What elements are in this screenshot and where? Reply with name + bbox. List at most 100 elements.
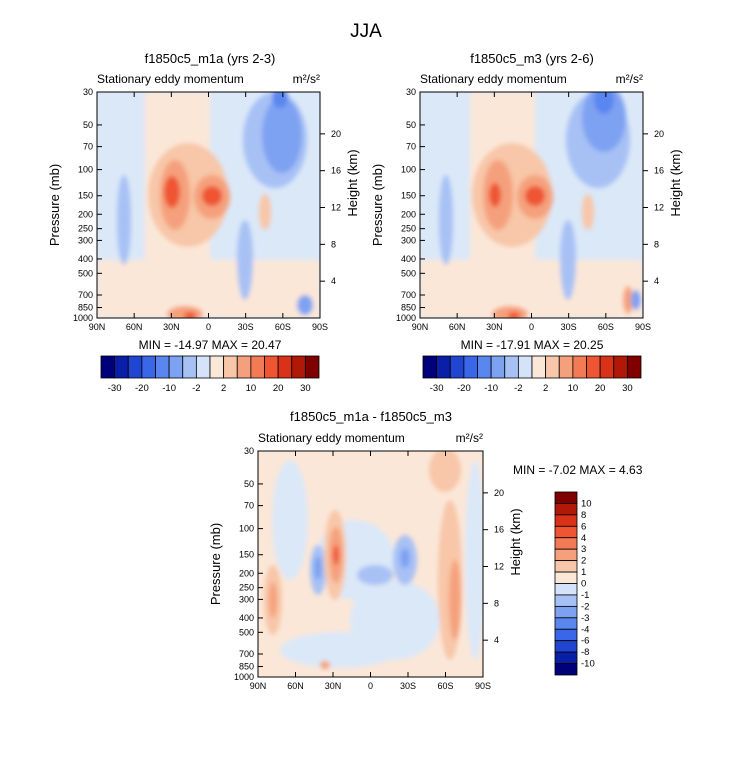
colorbar-box [127,355,143,379]
colorbar-box [114,355,129,379]
colorbar-label: -2 [514,383,522,394]
x-tick-label: 90N [412,322,429,332]
y-tick-label: 500 [78,268,93,278]
y-tick-label: 70 [244,501,254,511]
colorbar-box [545,355,560,379]
colorbar-label: -1 [581,590,589,601]
height-tick-label: 8 [331,239,336,249]
colorbar-box [449,355,465,379]
height-tick-label: 4 [654,276,659,286]
colorbar-label: -10 [484,383,498,394]
y-tick-label: 150 [78,191,93,201]
y-tick-label: 400 [401,254,416,264]
y-tick-label: 30 [244,446,254,456]
y-tick-label: 700 [239,649,254,659]
colorbar-box [155,355,170,379]
colorbar-label: -3 [581,613,589,624]
colorbar-box [554,548,578,562]
colorbar-label: 1 [581,567,586,578]
colorbar-box [554,525,578,539]
panel-3-axes: 90N 60N 30N 0 30S 60S 90S 30 50 70 100 150 200 250300… [208,446,523,691]
colorbar-box [477,355,492,379]
y-tick-label: 1000 [73,313,93,323]
panel-2-units: m²/s² [616,72,643,86]
colorbar-box [554,594,578,607]
y-tick-label: 200 [401,209,416,219]
colorbar-label: -10 [162,383,176,394]
y-tick-label: 100 [239,524,254,534]
y-axis-label: Pressure (mb) [208,523,223,605]
colorbar-label: -2 [581,601,589,612]
height-tick-label: 20 [654,129,664,139]
colorbar-box [250,355,265,379]
colorbar-box [141,355,156,379]
colorbar-box [554,651,578,664]
x-tick-label: 60N [449,322,466,332]
panel-3-min-max: MIN = -7.02 MAX = 4.63 [513,463,643,477]
y-tick-label: 70 [406,142,416,152]
colorbar-box [554,514,578,527]
y-tick-label: 300 [78,235,93,245]
colorbar-label: 8 [581,510,586,521]
colorbar-box [291,355,306,379]
y-tick-label: 200 [239,568,254,578]
y-tick-label: 50 [244,479,254,489]
y-tick-label: 100 [78,165,93,175]
panel-3-field [258,451,483,677]
y-tick-label: 300 [401,235,416,245]
x-tick-label: 90S [312,322,328,332]
y-tick-label: 400 [239,613,254,623]
height-tick-label: 20 [331,129,341,139]
x-tick-label: 60S [437,681,453,691]
colorbar-label: 20 [273,383,284,394]
colorbar-label: -4 [581,624,589,635]
x-tick-label: 90S [475,681,491,691]
x-tick-label: 30S [561,322,577,332]
colorbar-box [554,571,578,584]
panel-1-title: f1850c5_m1a (yrs 2-3) [145,51,276,66]
y-tick-label: 150 [239,550,254,560]
y-axis-label: Pressure (mb) [47,164,62,246]
panel-1-field [97,92,320,318]
colorbar-label: 6 [581,521,586,532]
colorbar-box [277,355,293,379]
colorbar-box [554,560,578,573]
x-tick-label: 30S [400,681,416,691]
height-axis-label: Height (km) [508,508,523,575]
y-tick-label: 50 [83,120,93,130]
height-tick-label: 12 [494,562,504,572]
colorbar-label: 2 [581,556,586,567]
y-tick-label: 500 [401,268,416,278]
x-tick-label: 90S [635,322,651,332]
height-tick-label: 4 [494,635,499,645]
height-axis-label: Height (km) [345,149,360,216]
y-tick-label: 50 [406,120,416,130]
y-tick-label: 500 [239,627,254,637]
height-tick-label: 8 [494,598,499,608]
colorbar-box [100,355,116,379]
x-tick-label: 60S [598,322,614,332]
x-tick-label: 60N [126,322,143,332]
colorbar-box [554,617,578,630]
y-tick-label: 150 [401,191,416,201]
colorbar-label: -6 [581,636,589,647]
colorbar-box [223,355,238,379]
colorbar-1: -30 -20 -10 -2 2 10 20 30 [100,355,320,394]
y-tick-label: 70 [83,142,93,152]
colorbar-box [613,355,628,379]
panel-2: f1850c5_m3 (yrs 2-6) Stationary eddy mom… [370,51,683,352]
y-tick-label: 200 [78,209,93,219]
colorbar-box [554,491,578,504]
colorbar-box [554,537,578,550]
colorbar-box [554,583,578,596]
panel-1-min-max: MIN = -14.97 MAX = 20.47 [139,338,282,352]
panel-3-title: f1850c5_m1a - f1850c5_m3 [290,409,452,424]
x-tick-label: 0 [529,322,534,332]
x-tick-label: 0 [206,322,211,332]
colorbar-label: 10 [246,383,257,394]
colorbar-box [209,355,225,379]
colorbar-box [436,355,451,379]
y-tick-label: 1000 [234,672,254,682]
colorbar-box [264,355,279,379]
